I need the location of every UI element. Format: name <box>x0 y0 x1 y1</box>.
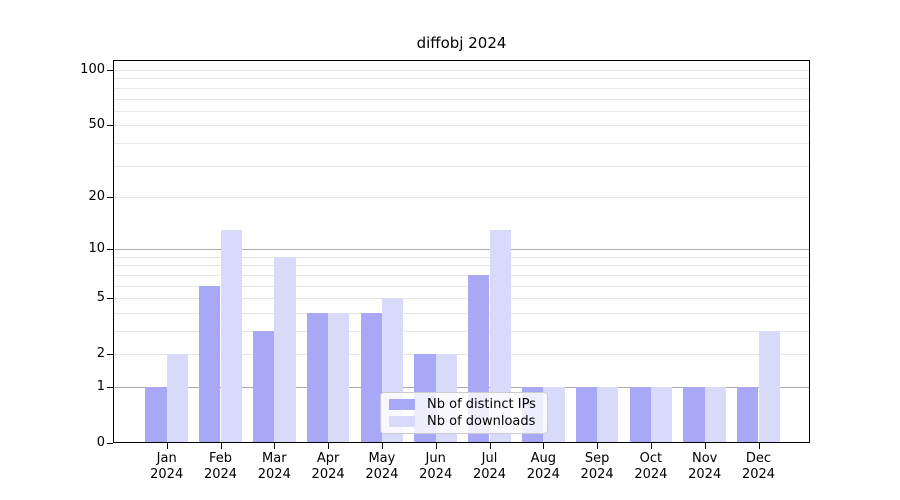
gridline-minor-3 <box>113 331 810 332</box>
x-tick-jul <box>489 443 491 449</box>
gridline-minor-9 <box>113 256 810 258</box>
plot-area <box>113 60 810 443</box>
bar-downloads-apr <box>328 312 350 443</box>
y-tick-2 <box>107 354 113 356</box>
bar-downloads-aug <box>543 387 565 443</box>
y-tick-label-2: 2 <box>96 346 105 362</box>
gridline-minor-7 <box>113 274 810 276</box>
gridline-minor-20 <box>113 196 810 198</box>
y-tick-0 <box>107 443 113 444</box>
x-tick-label-sep: Sep 2024 <box>580 451 614 482</box>
bar-downloads-dec <box>758 331 780 443</box>
y-tick-label-20: 20 <box>88 188 105 204</box>
gridline-minor-5 <box>113 298 810 300</box>
x-tick-jan <box>166 443 168 449</box>
bar-downloads-jan <box>166 354 188 443</box>
y-tick-label-50: 50 <box>88 117 105 133</box>
bar-downloads-jul <box>489 229 511 443</box>
x-tick-aug <box>543 443 545 449</box>
bar-distinct-ips-may <box>360 312 382 443</box>
gridline-minor-90 <box>113 78 810 80</box>
y-tick-10 <box>107 249 113 251</box>
x-tick-label-may: May 2024 <box>365 451 399 482</box>
y-tick-label-100: 100 <box>80 62 105 77</box>
y-tick-label-5: 5 <box>96 290 105 306</box>
legend-swatch-distinct-ips <box>389 399 415 410</box>
gridline-minor-8 <box>113 265 810 267</box>
x-tick-label-oct: Oct 2024 <box>634 451 668 482</box>
y-tick-label-0: 0 <box>96 435 105 450</box>
bar-distinct-ips-oct <box>629 387 651 443</box>
x-tick-label-jan: Jan 2024 <box>150 451 184 482</box>
x-tick-oct <box>650 443 652 449</box>
gridline-minor-2 <box>113 354 810 356</box>
bar-downloads-nov <box>704 387 726 443</box>
bar-distinct-ips-apr <box>306 312 329 443</box>
y-tick-50 <box>107 125 113 127</box>
x-tick-label-nov: Nov 2024 <box>688 451 722 482</box>
x-tick-label-jul: Jul 2024 <box>472 451 507 482</box>
gridline-minor-30 <box>113 165 810 167</box>
x-tick-sep <box>597 443 599 449</box>
legend-label-distinct-ips: Nb of distinct IPs <box>427 397 536 412</box>
x-tick-jun <box>435 443 437 449</box>
bar-downloads-oct <box>650 387 673 443</box>
legend-item-distinct-ips: Nb of distinct IPs <box>389 397 539 412</box>
x-tick-label-mar: Mar 2024 <box>257 451 291 482</box>
gridline-minor-60 <box>113 110 810 112</box>
y-tick-100 <box>107 70 113 71</box>
y-tick-1 <box>107 387 113 388</box>
bar-distinct-ips-jan <box>145 387 167 443</box>
x-tick-apr <box>328 443 330 449</box>
x-tick-label-feb: Feb 2024 <box>203 451 238 482</box>
x-tick-nov <box>704 443 706 449</box>
gridline-minor-50 <box>113 125 810 127</box>
gridline-minor-40 <box>113 142 810 144</box>
bar-distinct-ips-nov <box>683 387 705 443</box>
x-tick-label-jun: Jun 2024 <box>419 451 453 482</box>
legend-label-downloads: Nb of downloads <box>427 414 536 429</box>
gridline-minor-70 <box>113 98 810 100</box>
x-tick-mar <box>274 443 276 449</box>
gridline-minor-80 <box>113 87 810 89</box>
bar-downloads-mar <box>274 256 296 443</box>
legend-item-downloads: Nb of downloads <box>389 414 539 429</box>
legend: Nb of distinct IPs Nb of downloads <box>380 392 548 434</box>
x-tick-label-apr: Apr 2024 <box>311 451 345 482</box>
bar-distinct-ips-sep <box>575 387 598 443</box>
bar-downloads-feb <box>220 229 242 443</box>
y-tick-label-10: 10 <box>88 241 105 257</box>
chart-title: diffobj 2024 <box>416 34 507 52</box>
gridline-minor-6 <box>113 285 810 287</box>
bar-downloads-sep <box>597 387 619 443</box>
gridline-major-10 <box>113 249 810 251</box>
x-tick-dec <box>758 443 760 449</box>
x-tick-label-aug: Aug 2024 <box>526 451 560 482</box>
x-tick-label-dec: Dec 2024 <box>741 451 776 482</box>
y-tick-5 <box>107 298 113 300</box>
gridline-major-1 <box>113 387 810 388</box>
gridline-minor-100 <box>113 70 810 71</box>
x-tick-may <box>381 443 383 449</box>
bar-distinct-ips-feb <box>199 285 221 443</box>
bar-distinct-ips-mar <box>253 331 275 443</box>
x-tick-feb <box>220 443 222 449</box>
y-tick-20 <box>107 196 113 198</box>
bar-distinct-ips-dec <box>737 387 759 443</box>
legend-swatch-downloads <box>389 416 415 427</box>
y-tick-label-1: 1 <box>96 379 105 394</box>
gridline-minor-4 <box>113 312 810 314</box>
